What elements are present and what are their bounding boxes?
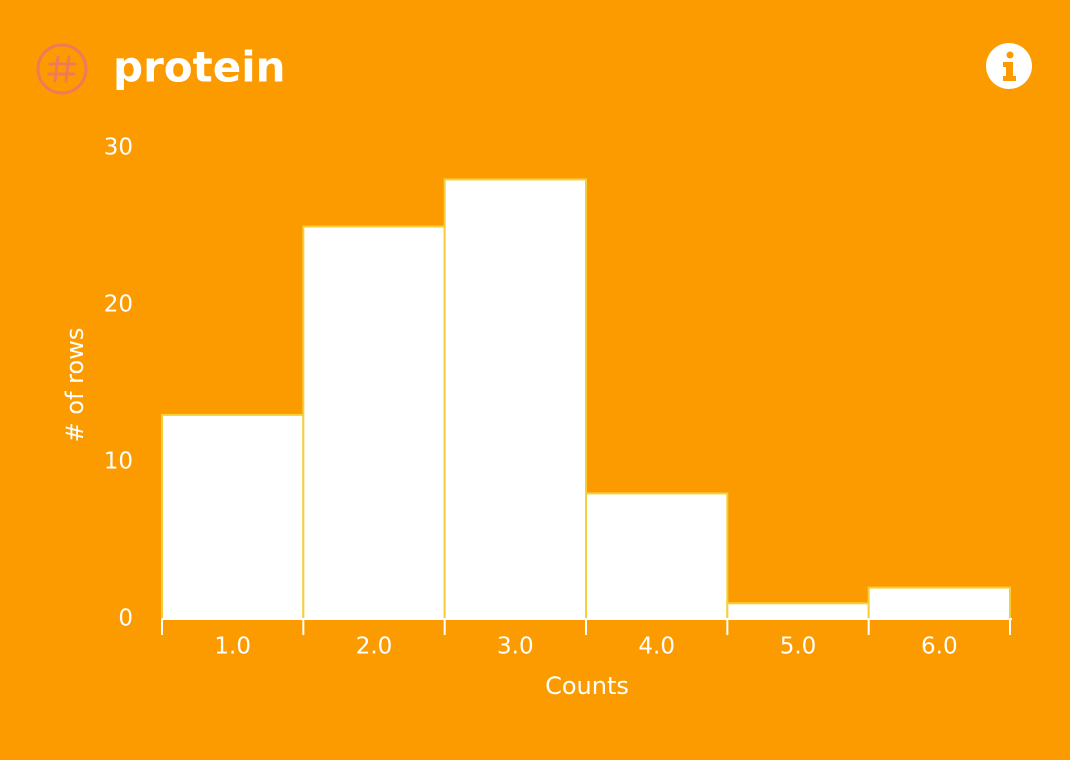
info-icon[interactable]: [986, 43, 1032, 89]
bar: [443, 178, 587, 620]
bar: [726, 602, 870, 620]
x-tick-label: 5.0: [780, 634, 817, 660]
y-tick-label: 20: [104, 292, 133, 318]
bar: [585, 492, 729, 620]
y-tick-label: 10: [104, 449, 133, 475]
x-tick-label: 3.0: [497, 634, 534, 660]
x-tick-label: 1.0: [214, 634, 251, 660]
y-tick-label: 0: [118, 606, 133, 632]
x-tick-label: 4.0: [638, 634, 675, 660]
x-tick-label: 2.0: [356, 634, 393, 660]
bar: [302, 225, 446, 620]
chart-title: protein: [113, 43, 286, 92]
x-tick-label: 6.0: [921, 634, 958, 660]
type-icon: [36, 43, 88, 95]
bar: [867, 586, 1012, 620]
y-tick-label: 30: [104, 135, 133, 161]
bar: [161, 413, 305, 620]
x-axis-label: Counts: [545, 672, 629, 700]
y-axis-label: # of rows: [61, 328, 89, 443]
